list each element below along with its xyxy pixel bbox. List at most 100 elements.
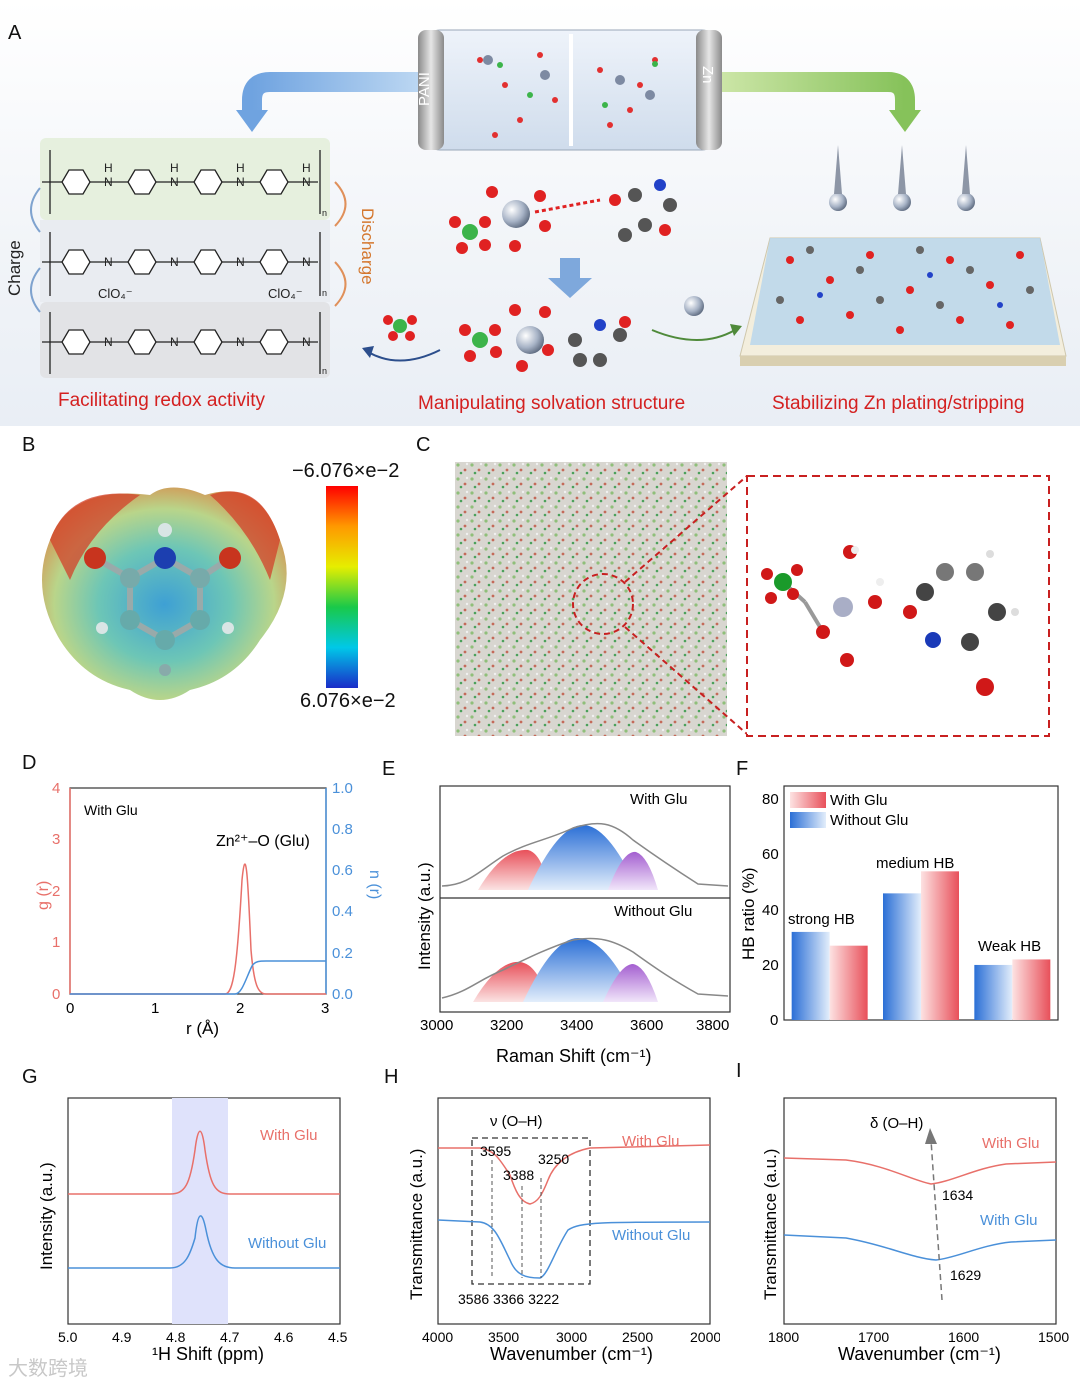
- svg-text:n: n: [322, 208, 327, 218]
- svg-text:N: N: [170, 335, 179, 349]
- panel-a-diagram: N N N N H H H H N N N N N N N N n n n Charge Discharge…: [5, 29, 1067, 378]
- e-xtick-0: 3000: [420, 1017, 453, 1034]
- d-ytick-0: 0: [52, 986, 60, 1003]
- panel-label-f: F: [736, 758, 749, 780]
- svg-text:N: N: [104, 255, 113, 269]
- i-xtick-3: 1500: [1038, 1329, 1069, 1345]
- panel-label-a: A: [8, 22, 22, 44]
- chart-e: With Glu Without Glu Intensity (a.u.) Ra…: [415, 785, 731, 1066]
- h-peak-top-1: 3388: [503, 1167, 534, 1183]
- e-label-bottom: Without Glu: [614, 903, 692, 920]
- svg-text:N: N: [236, 335, 245, 349]
- svg-text:H: H: [302, 161, 311, 175]
- d-xtick-3: 3: [321, 1000, 329, 1017]
- h-peak-top-2: 3250: [538, 1151, 569, 1167]
- f-ann-medium: medium HB: [876, 855, 954, 872]
- i-xtick-0: 1800: [768, 1329, 799, 1345]
- g-label-without: Without Glu: [248, 1235, 326, 1252]
- f-ytick-0: 0: [770, 1012, 778, 1029]
- g-with-curve: [68, 1130, 340, 1195]
- e-xtick-2: 3400: [560, 1017, 593, 1034]
- svg-text:N: N: [302, 255, 311, 269]
- f-ylabel: HB ratio (%): [739, 867, 758, 960]
- h-title: ν (O–H): [490, 1113, 543, 1130]
- d-rtick-4: 0.8: [332, 821, 353, 838]
- g-xtick-1: 4.9: [112, 1329, 132, 1345]
- d-rtick-1: 0.2: [332, 945, 353, 962]
- polymer-box: [40, 138, 330, 220]
- e-xtick-1: 3200: [490, 1017, 523, 1034]
- d-rtick-2: 0.4: [332, 903, 353, 920]
- color-scale: [326, 486, 358, 688]
- d-gr-curve: [70, 863, 326, 995]
- d-xlabel: r (Å): [186, 1019, 219, 1038]
- bar-with-glu-1: [921, 871, 959, 1020]
- panel-label-e: E: [382, 758, 396, 780]
- svg-text:n: n: [322, 288, 327, 298]
- h-xtick-4: 2000: [690, 1329, 720, 1345]
- f-ytick-4: 80: [762, 791, 779, 808]
- bar-with-glu-0: [829, 945, 868, 1020]
- i-xtick-1: 1700: [858, 1329, 889, 1345]
- e-xtick-3: 3600: [630, 1017, 663, 1034]
- svg-text:N: N: [236, 175, 245, 189]
- svg-text:N: N: [170, 255, 179, 269]
- d-ytick-3: 3: [52, 831, 60, 848]
- d-ytick-4: 4: [52, 780, 60, 797]
- f-legend-with: With Glu: [830, 792, 888, 809]
- e-ylabel: Intensity (a.u.): [415, 862, 434, 970]
- d-ytick-2: 2: [52, 883, 60, 900]
- f-ann-weak: Weak HB: [978, 938, 1041, 955]
- f-legend-without: Without Glu: [830, 812, 908, 829]
- watermark: 大数跨境: [8, 1358, 88, 1380]
- caption-stabilizing: Stabilizing Zn plating/stripping: [772, 393, 1025, 414]
- d-xtick-0: 0: [66, 1000, 74, 1017]
- panel-label-b: B: [22, 434, 36, 456]
- i-top-curve: [783, 1157, 1057, 1185]
- battery-cell: [418, 29, 722, 151]
- g-xtick-3: 4.7: [220, 1329, 240, 1345]
- bar-without-glu-2: [974, 964, 1013, 1020]
- svg-text:N: N: [104, 335, 113, 349]
- d-pair-label: Zn²⁺–O (Glu): [216, 833, 310, 850]
- caption-facilitating: Facilitating redox activity: [58, 390, 265, 411]
- i-label-bottom: With Glu: [980, 1212, 1038, 1229]
- charge-label: Charge: [5, 240, 24, 296]
- f-ytick-3: 60: [762, 846, 779, 863]
- svg-text:H: H: [236, 161, 245, 175]
- i-xtick-2: 1600: [948, 1329, 979, 1345]
- svg-text:H: H: [170, 161, 179, 175]
- d-rtick-0: 0.0: [332, 986, 353, 1003]
- bar-with-glu-2: [1012, 959, 1051, 1020]
- g-xtick-2: 4.8: [166, 1329, 186, 1345]
- caption-manipulating: Manipulating solvation structure: [418, 393, 686, 414]
- esp-map: [42, 486, 358, 700]
- i-title: δ (O–H): [870, 1115, 923, 1132]
- chart-f: With Glu Without Glu strong HB medium HB…: [739, 785, 1059, 1029]
- clo4-label-2: ClO₄⁻: [268, 286, 303, 301]
- d-ytick-1: 1: [52, 934, 60, 951]
- h-xtick-2: 3000: [556, 1329, 587, 1345]
- e-xtick-4: 3800: [696, 1017, 729, 1034]
- d-ylabel-right: n (r): [366, 870, 383, 899]
- g-xtick-5: 4.5: [328, 1329, 348, 1345]
- g-xlabel: ¹H Shift (ppm): [152, 1344, 264, 1364]
- svg-text:N: N: [236, 255, 245, 269]
- i-label-top: With Glu: [982, 1135, 1040, 1152]
- zn-label: Zn: [699, 66, 716, 84]
- discharge-label: Discharge: [358, 208, 377, 285]
- h-xtick-0: 4000: [422, 1329, 453, 1345]
- chart-h: ν (O–H) 3595 3388 3250 3586 3366 3222 Wi…: [407, 1097, 720, 1364]
- svg-text:N: N: [302, 175, 311, 189]
- d-rtick-3: 0.6: [332, 862, 353, 879]
- g-xtick-4: 4.6: [274, 1329, 294, 1345]
- bar-without-glu-1: [883, 893, 921, 1020]
- i-xlabel: Wavenumber (cm⁻¹): [838, 1344, 1001, 1364]
- chart-d: With Glu Zn²⁺–O (Glu) r (Å) g (r) n (r) …: [35, 780, 383, 1038]
- panel-label-g: G: [22, 1066, 38, 1088]
- h-without-curve: [437, 1219, 711, 1279]
- svg-text:N: N: [104, 175, 113, 189]
- f-ytick-2: 40: [762, 902, 779, 919]
- panel-label-d: D: [22, 752, 37, 774]
- i-peak-top: 1634: [942, 1187, 973, 1203]
